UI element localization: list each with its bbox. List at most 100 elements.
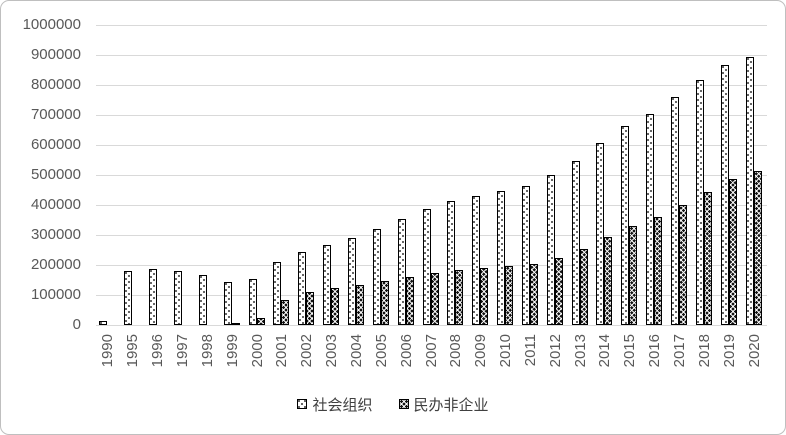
x-axis-tick-label: 1995 <box>124 334 142 368</box>
bar-private-non-enterprise <box>505 265 514 325</box>
bar-social-org <box>671 96 680 325</box>
x-axis-tick-label: 1998 <box>198 334 216 368</box>
x-axis-tick-label: 2004 <box>347 334 365 368</box>
bar-social-org <box>273 261 282 325</box>
x-axis-tick-label: 2011 <box>521 334 539 367</box>
bar-private-non-enterprise <box>703 191 712 325</box>
bar-social-org <box>347 238 356 325</box>
y-axis-tick-label: 0 <box>72 316 81 333</box>
x-axis-tick-label: 2013 <box>571 334 589 368</box>
bar-social-org <box>397 218 406 325</box>
legend-item-private-non-enterprise: 民办非企业 <box>398 394 489 415</box>
bar-private-non-enterprise <box>355 284 364 325</box>
bar-social-org <box>695 79 704 325</box>
bar-social-org <box>323 244 332 325</box>
bar-private-non-enterprise <box>306 291 315 325</box>
x-axis-tick-label: 2006 <box>397 334 415 368</box>
x-axis-tick-label: 2016 <box>646 334 664 368</box>
y-axis-tick-label: 200000 <box>30 256 81 273</box>
bar-social-org <box>173 270 182 325</box>
x-axis-tick-label: 2014 <box>596 334 614 368</box>
y-axis-tick-label: 900000 <box>30 46 81 63</box>
x-axis-tick-label: 2018 <box>695 334 713 368</box>
gridline <box>96 204 767 206</box>
bar-social-org <box>646 114 655 325</box>
x-axis-tick-label: 2001 <box>273 334 291 368</box>
x-axis-tick-label: 2003 <box>323 334 341 368</box>
y-axis-tick-label: 100000 <box>30 286 81 303</box>
x-axis-tick-label: 2020 <box>745 334 763 368</box>
x-axis-tick-label: 1999 <box>223 334 241 368</box>
x-axis-tick-label: 2009 <box>472 334 490 368</box>
bar-private-non-enterprise <box>554 257 563 325</box>
gridline <box>96 54 767 56</box>
bar-social-org <box>521 186 530 325</box>
gridline <box>96 324 767 326</box>
x-axis-tick-label: 2012 <box>546 334 564 368</box>
bar-social-org <box>472 195 481 325</box>
y-axis-tick-label: 300000 <box>30 226 81 243</box>
bar-private-non-enterprise <box>679 205 688 325</box>
bar-private-non-enterprise <box>455 270 464 325</box>
bar-private-non-enterprise <box>604 237 613 325</box>
bar-social-org <box>223 282 232 325</box>
bar-social-org <box>422 208 431 325</box>
x-axis-tick-label: 1990 <box>99 334 117 368</box>
bar-social-org <box>621 126 630 325</box>
bar-private-non-enterprise <box>728 178 737 325</box>
bar-private-non-enterprise <box>256 318 265 325</box>
y-axis-tick-label: 1000000 <box>22 16 81 33</box>
legend: 社会组织 民办非企业 <box>1 393 785 415</box>
bar-social-org <box>546 175 555 325</box>
x-axis-tick-label: 1996 <box>149 334 167 368</box>
gridline <box>96 144 767 146</box>
bar-social-org <box>99 321 108 325</box>
gridline <box>96 264 767 266</box>
bar-social-org <box>198 275 207 325</box>
bar-social-org <box>571 160 580 325</box>
x-axis-tick-label: 2002 <box>298 334 316 368</box>
x-axis-tick-label: 1997 <box>173 334 191 368</box>
gridline <box>96 84 767 86</box>
y-axis-tick-label: 800000 <box>30 76 81 93</box>
bar-private-non-enterprise <box>529 263 538 325</box>
x-axis-tick-label: 2008 <box>447 334 465 368</box>
x-axis-tick-label: 2015 <box>621 334 639 368</box>
bar-private-non-enterprise <box>331 287 340 325</box>
bar-social-org <box>298 251 307 325</box>
bar-private-non-enterprise <box>654 216 663 325</box>
bar-private-non-enterprise <box>629 226 638 325</box>
bar-social-org <box>149 268 158 325</box>
y-axis-tick-label: 600000 <box>30 136 81 153</box>
bar-social-org <box>248 279 257 325</box>
bar-private-non-enterprise <box>380 280 389 325</box>
gridline <box>96 234 767 236</box>
bar-private-non-enterprise <box>231 323 240 326</box>
bar-social-org <box>745 56 754 325</box>
bar-social-org <box>720 65 729 325</box>
bar-private-non-enterprise <box>480 268 489 325</box>
legend-item-social-org: 社会组织 <box>297 394 373 415</box>
bar-social-org <box>497 191 506 325</box>
legend-swatch-crosshatch-icon <box>398 399 409 409</box>
x-axis-tick-label: 2019 <box>720 334 738 368</box>
bar-social-org <box>372 229 381 325</box>
x-axis-tick-label: 2005 <box>372 334 390 368</box>
y-axis-tick-label: 700000 <box>30 106 81 123</box>
x-axis-tick-label: 2010 <box>497 334 515 368</box>
y-axis-tick-label: 400000 <box>30 196 81 213</box>
bar-private-non-enterprise <box>430 272 439 325</box>
x-axis-tick-label: 2017 <box>671 334 689 368</box>
bar-private-non-enterprise <box>281 300 290 325</box>
bar-private-non-enterprise <box>405 276 414 325</box>
legend-label-private-non-enterprise: 民办非企业 <box>413 396 489 414</box>
bar-social-org <box>124 270 133 325</box>
bar-social-org <box>447 200 456 325</box>
gridline <box>96 174 767 176</box>
x-axis-tick-label: 2000 <box>248 334 266 368</box>
bar-social-org <box>596 143 605 325</box>
gridline <box>96 114 767 116</box>
x-axis-tick-label: 2007 <box>422 334 440 368</box>
legend-label-social-org: 社会组织 <box>312 396 373 414</box>
